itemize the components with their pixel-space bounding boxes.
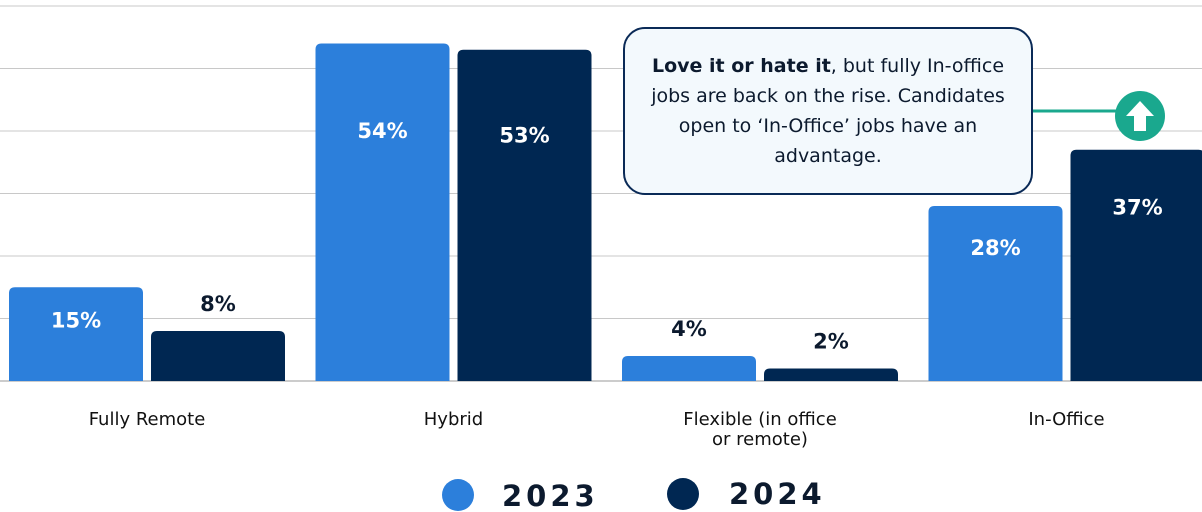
data-label-2023-1: 54% xyxy=(357,119,407,143)
data-label-2024-1: 53% xyxy=(499,124,549,148)
bar-2023-3 xyxy=(928,206,1063,381)
bar-2023-2 xyxy=(622,356,756,381)
data-label-2024-2: 2% xyxy=(813,330,849,354)
bar-2024-2 xyxy=(764,368,898,381)
callout-box: Love it or hate it, but fully In-office … xyxy=(623,27,1033,195)
data-labels: 15% 8% 54% 53% 4% 2% 28% 37% xyxy=(51,119,1163,354)
data-label-2023-2: 4% xyxy=(671,317,707,341)
bar-2024-1 xyxy=(457,49,592,381)
category-label-3: In-Office xyxy=(1028,409,1104,430)
bar-2023-1 xyxy=(315,43,450,381)
bar-2024-0 xyxy=(151,331,285,381)
legend-swatch-2024 xyxy=(667,478,699,510)
data-label-2023-0: 15% xyxy=(51,308,101,332)
callout-text: Love it or hate it, but fully In-office … xyxy=(639,51,1017,171)
data-label-2024-0: 8% xyxy=(200,292,236,316)
bar-2024-3 xyxy=(1070,149,1202,381)
callout-body-text: , but fully In-office jobs are back on t… xyxy=(651,55,1005,167)
category-label-0: Fully Remote xyxy=(89,409,206,430)
legend-label-2023: 2023 xyxy=(502,479,599,512)
legend-label-2024: 2024 xyxy=(729,477,826,511)
callout-connector xyxy=(1033,91,1165,141)
legend: 2023 2024 xyxy=(442,477,826,512)
data-label-2023-3: 28% xyxy=(970,236,1020,260)
category-labels: Fully Remote Hybrid Flexible (in office or … xyxy=(89,409,1105,450)
callout-bold-text: Love it or hate it xyxy=(651,55,831,77)
legend-swatch-2023 xyxy=(442,479,474,511)
bars xyxy=(9,43,1202,381)
up-arrow-glyph xyxy=(1126,101,1154,131)
data-label-2024-3: 37% xyxy=(1112,196,1162,220)
category-label-2: Flexible (in office or remote) xyxy=(683,409,837,450)
bar-2023-0 xyxy=(9,287,143,381)
category-label-1: Hybrid xyxy=(424,409,483,430)
